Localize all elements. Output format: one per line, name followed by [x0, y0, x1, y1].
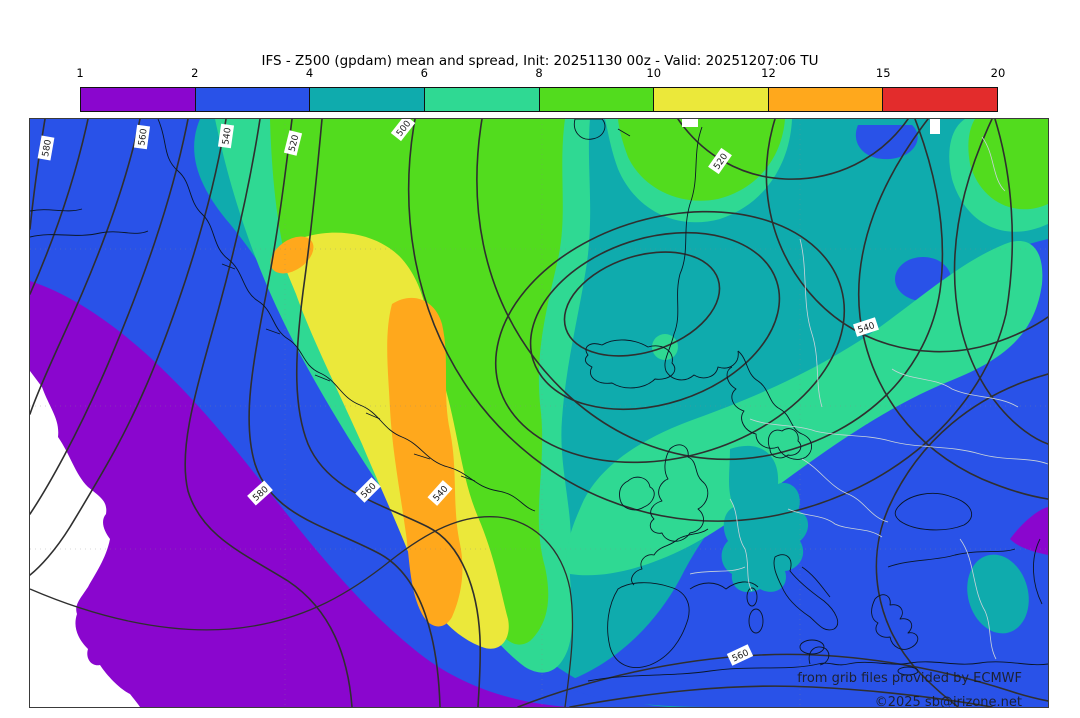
colorbar-tick: 4: [305, 66, 314, 80]
plot-title: IFS - Z500 (gpdam) mean and spread, Init…: [261, 53, 819, 69]
colorbar-segment: [883, 88, 997, 111]
colorbar-segment: [310, 88, 425, 111]
clipped-contour-label: [682, 119, 698, 127]
colorbar-tick: 6: [420, 66, 428, 80]
z500-contours: [30, 119, 1048, 707]
colorbar-segment: [81, 88, 196, 111]
svg-text:520: 520: [288, 134, 302, 153]
spread-region-orange-band: [387, 297, 463, 627]
colorbar-tick: 20: [990, 66, 1006, 80]
colorbar-tick: 8: [535, 66, 543, 80]
contour-value-label: 540: [217, 123, 235, 149]
colorbar-tick: 1: [76, 66, 84, 80]
country-borders: [689, 136, 1048, 660]
graticule: [30, 119, 1048, 707]
colorbar-segment: [539, 88, 655, 111]
svg-text:560: 560: [137, 128, 149, 147]
spread-region-green-top1: [618, 119, 785, 201]
colorbar-segment: [768, 88, 884, 111]
contour-value-label: 560: [133, 124, 151, 150]
svg-text:540: 540: [221, 127, 233, 146]
colorbar-tick-labels: 1 2 4 6 8 10 12 15 20: [76, 66, 1005, 82]
clipped-contour-label: [930, 119, 940, 134]
map-panel: 580 560 540 520 500 520 540 580 560 540 560 from g…: [29, 118, 1049, 708]
contour-value-label: 520: [283, 130, 303, 156]
contour-value-label: 580: [37, 135, 55, 161]
spread-region-spring-crescent: [566, 240, 1043, 576]
spread-colorbar: [80, 87, 998, 112]
spread-region-green-top2: [968, 119, 1048, 210]
coastlines: [30, 119, 1048, 682]
colorbar-tick: 10: [646, 66, 662, 80]
colorbar-tick: 12: [761, 66, 776, 80]
svg-text:580: 580: [41, 139, 54, 158]
spread-region-orange-small: [270, 236, 314, 274]
attribution-copyright: ©2025 sb@irizone.net: [875, 695, 1022, 707]
colorbar-tick: 15: [875, 66, 891, 80]
attribution-ecmwf: from grib files provided by ECMWF: [797, 671, 1022, 686]
spread-region-purple-southwest: [30, 281, 570, 707]
colorbar-segment: [195, 88, 311, 111]
spread-region-teal-east: [967, 554, 1029, 634]
colorbar-tick: 2: [191, 66, 199, 80]
colorbar-segment: [654, 88, 769, 111]
colorbar-segment: [424, 88, 540, 111]
projection-cutout: [30, 371, 140, 707]
